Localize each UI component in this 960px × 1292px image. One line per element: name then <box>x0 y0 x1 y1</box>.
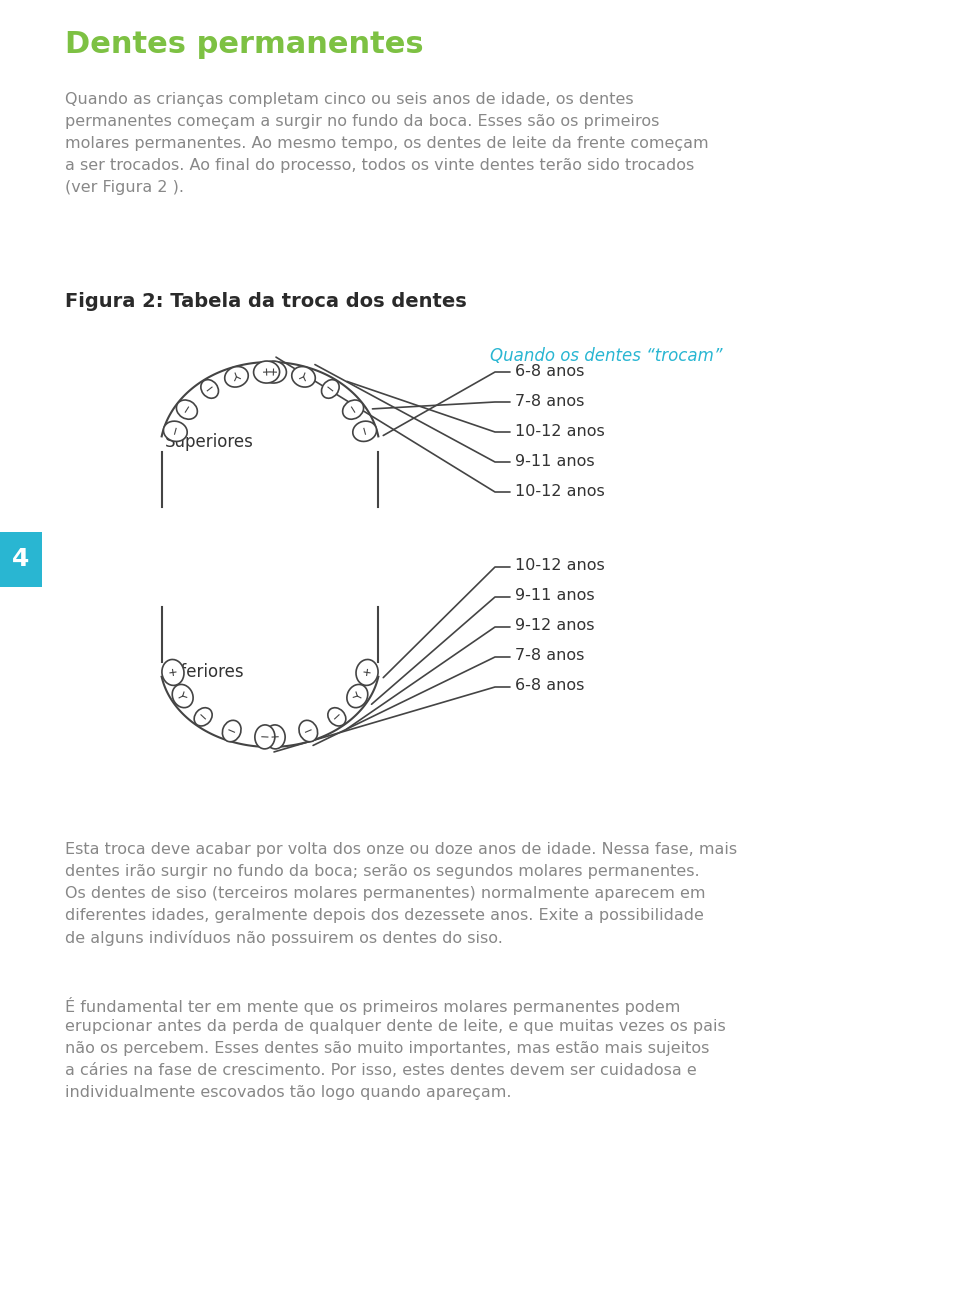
Ellipse shape <box>225 367 249 388</box>
Ellipse shape <box>260 360 286 382</box>
Ellipse shape <box>163 421 187 442</box>
Text: 9-12 anos: 9-12 anos <box>515 619 594 633</box>
Text: 10-12 anos: 10-12 anos <box>515 558 605 574</box>
Ellipse shape <box>347 685 368 708</box>
Text: permanentes começam a surgir no fundo da boca. Esses são os primeiros: permanentes começam a surgir no fundo da… <box>65 114 660 129</box>
Text: a ser trocados. Ao final do processo, todos os vinte dentes terão sido trocados: a ser trocados. Ao final do processo, to… <box>65 158 694 173</box>
Text: Inferiores: Inferiores <box>165 663 244 681</box>
Ellipse shape <box>343 401 364 419</box>
Text: Superiores: Superiores <box>165 433 253 451</box>
Text: de alguns indivíduos não possuirem os dentes do siso.: de alguns indivíduos não possuirem os de… <box>65 930 503 946</box>
Text: dentes irão surgir no fundo da boca; serão os segundos molares permanentes.: dentes irão surgir no fundo da boca; ser… <box>65 864 700 879</box>
Ellipse shape <box>322 380 339 398</box>
Text: 7-8 anos: 7-8 anos <box>515 394 585 408</box>
Ellipse shape <box>201 380 219 398</box>
Ellipse shape <box>352 421 376 442</box>
Text: Quando as crianças completam cinco ou seis anos de idade, os dentes: Quando as crianças completam cinco ou se… <box>65 92 634 107</box>
Text: não os percebem. Esses dentes são muito importantes, mas estão mais sujeitos: não os percebem. Esses dentes são muito … <box>65 1041 709 1056</box>
Ellipse shape <box>356 659 378 685</box>
FancyBboxPatch shape <box>0 532 42 587</box>
Ellipse shape <box>172 685 193 708</box>
Ellipse shape <box>194 708 212 726</box>
Text: 9-11 anos: 9-11 anos <box>515 453 594 469</box>
Text: 9-11 anos: 9-11 anos <box>515 588 594 603</box>
Ellipse shape <box>292 367 315 388</box>
Text: Figura 2: Tabela da troca dos dentes: Figura 2: Tabela da troca dos dentes <box>65 292 467 311</box>
Text: Quando os dentes “trocam”: Quando os dentes “trocam” <box>490 348 723 366</box>
Ellipse shape <box>328 708 346 726</box>
Text: 4: 4 <box>12 548 30 571</box>
Text: 10-12 anos: 10-12 anos <box>515 483 605 499</box>
Ellipse shape <box>254 725 275 749</box>
Ellipse shape <box>162 659 184 685</box>
Text: É fundamental ter em mente que os primeiros molares permanentes podem: É fundamental ter em mente que os primei… <box>65 997 681 1016</box>
Text: (ver Figura 2 ).: (ver Figura 2 ). <box>65 180 184 195</box>
Ellipse shape <box>223 721 241 742</box>
Text: 10-12 anos: 10-12 anos <box>515 424 605 438</box>
Text: 6-8 anos: 6-8 anos <box>515 678 585 694</box>
Text: molares permanentes. Ao mesmo tempo, os dentes de leite da frente começam: molares permanentes. Ao mesmo tempo, os … <box>65 136 708 151</box>
Text: Dentes permanentes: Dentes permanentes <box>65 30 423 59</box>
Text: 6-8 anos: 6-8 anos <box>515 363 585 379</box>
Ellipse shape <box>253 360 279 382</box>
Text: 7-8 anos: 7-8 anos <box>515 649 585 664</box>
Ellipse shape <box>299 721 318 742</box>
Ellipse shape <box>177 401 198 419</box>
Text: Os dentes de siso (terceiros molares permanentes) normalmente aparecem em: Os dentes de siso (terceiros molares per… <box>65 886 706 901</box>
Text: Esta troca deve acabar por volta dos onze ou doze anos de idade. Nessa fase, mai: Esta troca deve acabar por volta dos onz… <box>65 842 737 857</box>
Text: erupcionar antes da perda de qualquer dente de leite, e que muitas vezes os pais: erupcionar antes da perda de qualquer de… <box>65 1019 726 1034</box>
Text: diferentes idades, geralmente depois dos dezessete anos. Exite a possibilidade: diferentes idades, geralmente depois dos… <box>65 908 704 922</box>
Text: individualmente escovados tão logo quando apareçam.: individualmente escovados tão logo quand… <box>65 1085 512 1099</box>
Ellipse shape <box>265 725 285 749</box>
Text: a cáries na fase de crescimento. Por isso, estes dentes devem ser cuidadosa e: a cáries na fase de crescimento. Por iss… <box>65 1063 697 1078</box>
